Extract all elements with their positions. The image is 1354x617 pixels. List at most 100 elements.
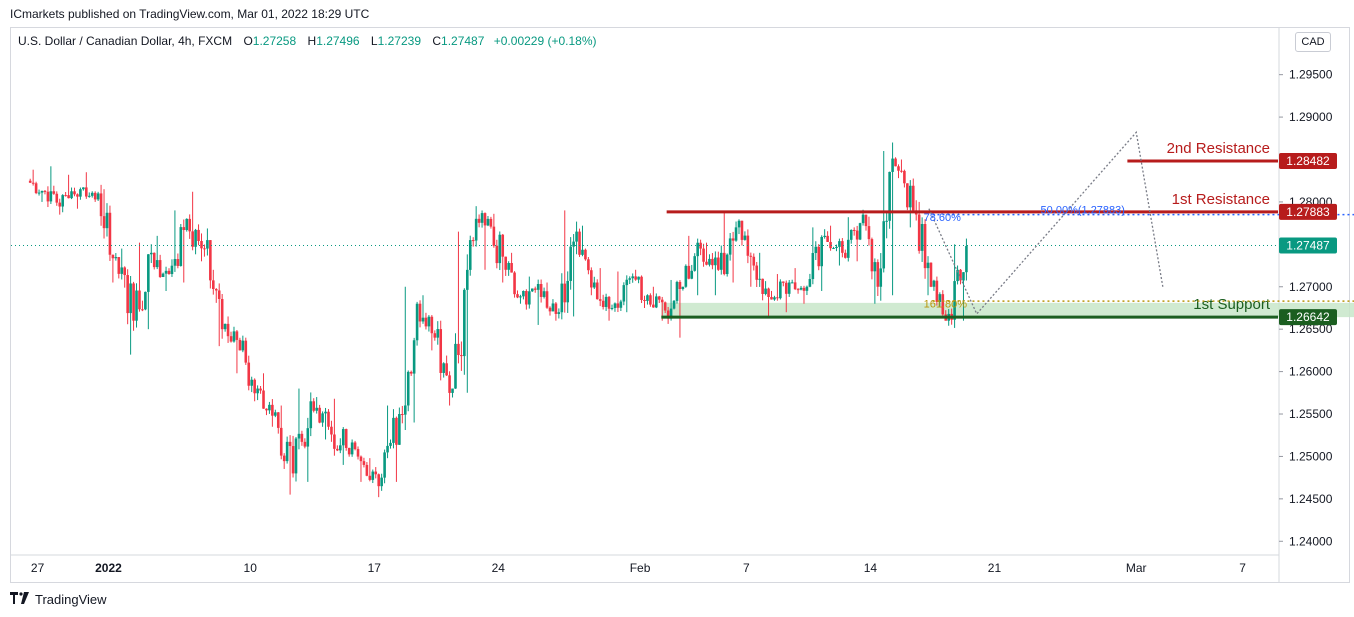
candle-body — [454, 343, 457, 389]
time-axis: 27 2022 10 17 24 Feb 7 14 21 Mar 7 — [31, 561, 1246, 575]
last-price-text: 1.27487 — [1286, 238, 1330, 252]
candle-body — [403, 405, 407, 415]
candle-body — [451, 388, 454, 393]
candle-body — [740, 220, 744, 240]
candle-body — [796, 289, 800, 291]
support-zone-layer — [661, 302, 1354, 318]
candle-body — [826, 235, 829, 242]
candle-body — [755, 265, 759, 280]
candle-body — [344, 429, 348, 448]
candle-body — [111, 254, 115, 259]
price-tick-label: 1.29500 — [1289, 68, 1333, 82]
candle-body — [513, 272, 516, 295]
candle-body — [214, 289, 218, 291]
candle-body — [625, 279, 629, 286]
time-tick-label: 7 — [1239, 561, 1246, 575]
candle-body — [350, 442, 354, 455]
candle-body — [592, 282, 596, 288]
candle-body — [817, 246, 821, 267]
candle-body — [779, 281, 782, 299]
candle-body — [814, 246, 818, 254]
candle-body — [920, 223, 924, 251]
candle-body — [790, 282, 794, 284]
candle-body — [93, 192, 97, 200]
candle-body — [433, 333, 437, 338]
price-tick-label: 1.29000 — [1289, 110, 1333, 124]
candle-body — [392, 417, 395, 443]
candle-body — [888, 171, 891, 221]
candle-body — [217, 290, 221, 299]
tradingview-logo-icon — [10, 592, 30, 607]
candle-body — [318, 407, 321, 423]
candle-body — [764, 288, 767, 294]
candle-body — [141, 309, 144, 311]
symbol-legend: U.S. Dollar / Canadian Dollar, 4h, FXCM … — [18, 34, 597, 48]
candle-body — [719, 252, 723, 270]
candles-layer — [28, 142, 968, 498]
candle-body — [427, 316, 431, 327]
level-price-badge — [1279, 153, 1337, 170]
candle-body — [634, 276, 637, 280]
candle-body — [271, 404, 274, 416]
candle-body — [787, 282, 791, 294]
candle-body — [548, 307, 552, 312]
candle-body — [590, 270, 593, 288]
candle-body — [669, 308, 673, 319]
candle-body — [87, 195, 91, 197]
candle-body — [191, 231, 194, 247]
candle-body — [374, 471, 378, 475]
candle-body — [761, 278, 764, 294]
candle-body — [430, 316, 434, 334]
candle-body — [832, 248, 835, 250]
candle-body — [935, 280, 939, 302]
candle-body — [463, 289, 466, 357]
time-tick-label: Feb — [630, 561, 651, 575]
candle-body — [436, 329, 440, 338]
candle-body — [539, 283, 543, 297]
close-label: C — [432, 34, 442, 48]
candle-body — [743, 235, 747, 240]
candle-body — [823, 235, 826, 237]
currency-button[interactable]: CAD — [1295, 32, 1331, 52]
candle-body — [274, 412, 277, 416]
candle-body — [203, 248, 206, 250]
candle-body — [79, 189, 82, 197]
candle-body — [554, 303, 558, 314]
level-price-text: 1.28482 — [1286, 154, 1330, 168]
candle-body — [737, 220, 741, 228]
candle-body — [182, 227, 186, 231]
candle-body — [587, 259, 590, 271]
candle-body — [560, 283, 564, 313]
candle-body — [158, 260, 162, 278]
candle-body — [341, 429, 345, 446]
time-tick-label: Mar — [1126, 561, 1147, 575]
candle-body — [315, 407, 318, 411]
candle-body — [897, 166, 900, 171]
candle-body — [291, 446, 295, 474]
candle-body — [607, 296, 611, 309]
candle-body — [569, 246, 572, 281]
candle-body — [99, 193, 103, 217]
candle-body — [841, 241, 844, 253]
candle-body — [73, 191, 76, 195]
price-tick-label: 1.27000 — [1289, 280, 1333, 294]
candle-body — [507, 263, 510, 270]
candle-body — [383, 452, 386, 478]
candle-body — [959, 269, 962, 281]
candle-body — [767, 288, 770, 297]
candle-body — [120, 267, 124, 274]
candle-body — [752, 256, 756, 266]
candle-body — [40, 190, 44, 193]
candle-body — [312, 401, 316, 411]
candle-body — [911, 185, 915, 211]
candle-body — [380, 477, 383, 487]
candle-body — [705, 261, 708, 265]
candle-body — [519, 296, 522, 298]
open-value: 1.27258 — [252, 34, 297, 48]
candle-body — [702, 248, 705, 262]
candle-body — [610, 307, 614, 309]
candle-body — [256, 388, 259, 394]
price-tick-label: 1.25500 — [1289, 407, 1333, 421]
candle-body — [604, 296, 608, 307]
